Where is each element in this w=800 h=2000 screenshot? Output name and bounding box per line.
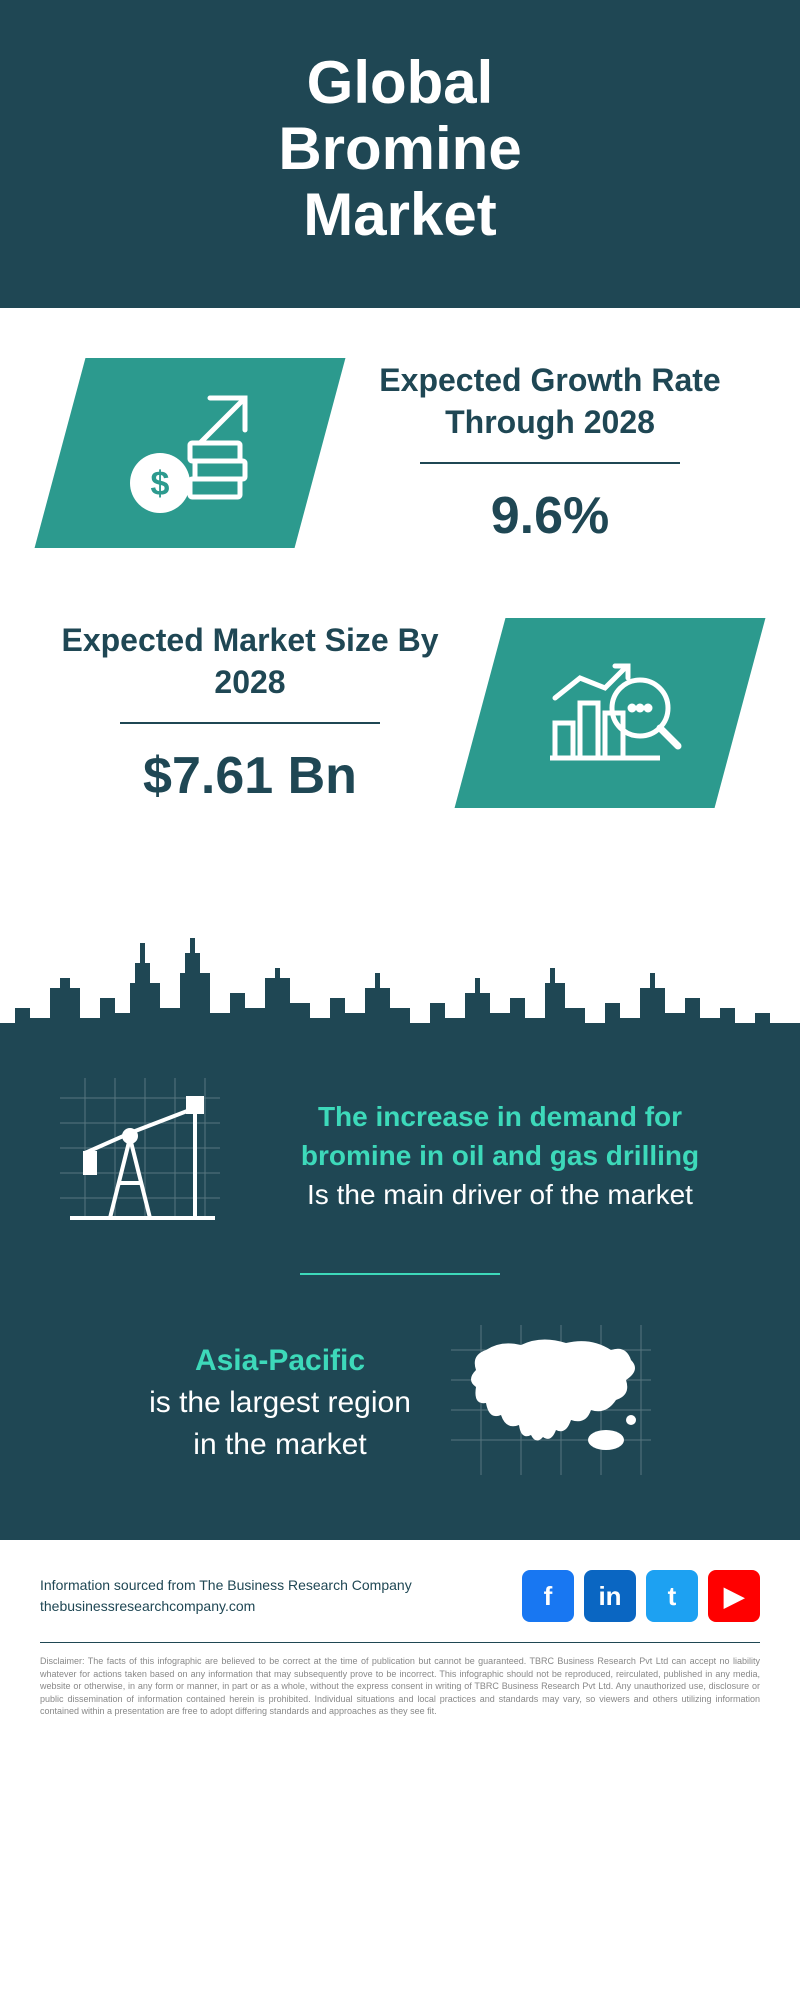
driver-highlight: The increase in demand for bromine in oi…	[301, 1101, 699, 1171]
footer: Information sourced from The Business Re…	[0, 1540, 800, 1748]
oil-pump-icon	[60, 1078, 220, 1228]
linkedin-icon[interactable]: in	[584, 1570, 636, 1622]
stat-growth-value: 9.6%	[360, 486, 740, 546]
stat-size-label: Expected Market Size By 2028	[60, 620, 440, 703]
region-l2: in the market	[193, 1428, 366, 1461]
facebook-icon[interactable]: f	[522, 1570, 574, 1622]
youtube-icon[interactable]: ▶	[708, 1570, 760, 1622]
growth-icon-box: $	[35, 358, 346, 548]
source-info: Information sourced from The Business Re…	[40, 1575, 412, 1617]
asia-map-icon	[451, 1325, 651, 1475]
region-l1: is the largest region	[149, 1386, 411, 1419]
social-links: f in t ▶	[522, 1570, 760, 1622]
main-title: Global Bromine Market	[20, 50, 780, 248]
growth-money-icon: $	[115, 388, 265, 518]
stats-section: $ Expected Growth Rate Through 2028 9.6%	[0, 308, 800, 928]
dark-info-section: The increase in demand for bromine in oi…	[0, 1048, 800, 1540]
skyline-silhouette	[0, 928, 800, 1048]
region-highlight: Asia-Pacific	[195, 1344, 365, 1377]
header: Global Bromine Market	[0, 0, 800, 308]
section-divider	[300, 1273, 500, 1275]
analytics-icon-box	[455, 618, 766, 808]
region-info: Asia-Pacific is the largest region in th…	[60, 1325, 740, 1480]
market-driver: The increase in demand for bromine in oi…	[60, 1078, 740, 1233]
stat-size-value: $7.61 Bn	[60, 746, 440, 806]
twitter-icon[interactable]: t	[646, 1570, 698, 1622]
stat-growth-rate: $ Expected Growth Rate Through 2028 9.6%	[60, 358, 740, 548]
driver-rest: Is the main driver of the market	[307, 1179, 693, 1210]
stat-growth-label: Expected Growth Rate Through 2028	[360, 360, 740, 443]
analytics-icon	[530, 648, 690, 778]
disclaimer-text: Disclaimer: The facts of this infographi…	[40, 1642, 760, 1718]
svg-text:$: $	[151, 465, 170, 503]
stat-market-size: Expected Market Size By 2028 $7.61 Bn	[60, 618, 740, 808]
